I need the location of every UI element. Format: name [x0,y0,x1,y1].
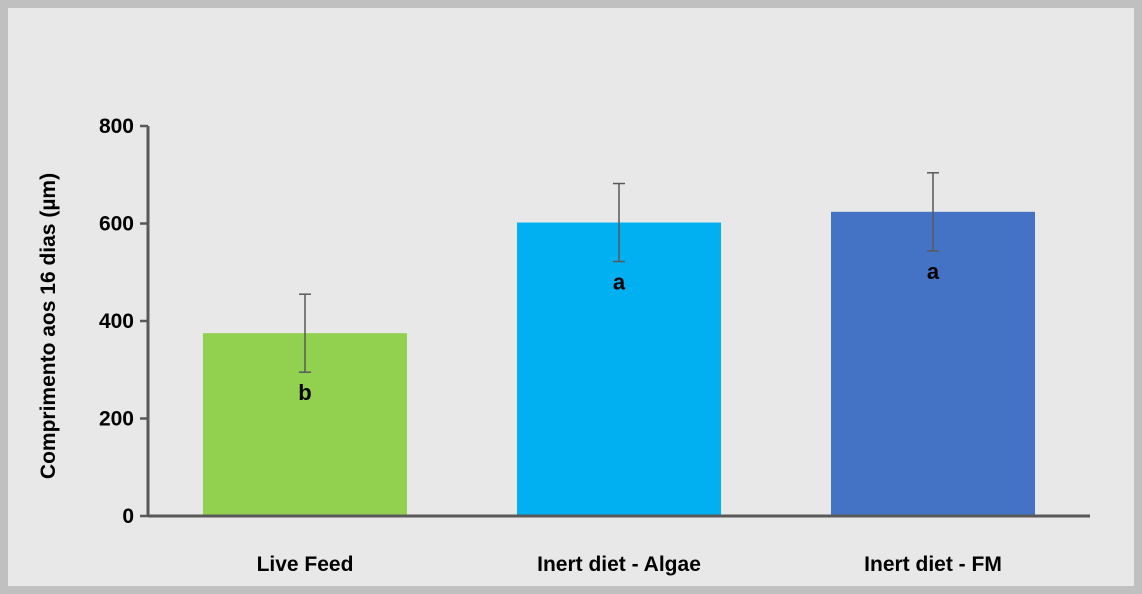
x-tick-label-2: Inert diet - FM [864,553,1002,576]
y-tick-label-0: 0 [122,505,134,528]
x-tick-label-1: Inert diet - Algae [537,553,701,576]
y-tick-label-3: 600 [99,213,134,236]
significance-label-0: b [298,380,311,405]
y-tick-label-1: 200 [99,408,134,431]
significance-label-1: a [613,270,626,295]
significance-label-2: a [927,259,940,284]
y-tick-label-4: 800 [99,115,134,138]
bar-2 [831,211,1035,517]
bar-chart: Comprimento aos 16 dias (µm) b a a Live Fe… [37,115,1090,576]
y-axis-title: Comprimento aos 16 dias (µm) [37,173,60,479]
chart-frame: Comprimento aos 16 dias (µm) b a a Live Fe… [8,8,1134,586]
bar-1 [517,222,721,516]
axes-layer: Live Feed Inert diet - Algae Inert diet - … [99,115,1090,576]
bars-layer: b a a [203,172,1035,517]
y-tick-label-2: 400 [99,310,134,333]
x-tick-label-0: Live Feed [257,553,354,576]
